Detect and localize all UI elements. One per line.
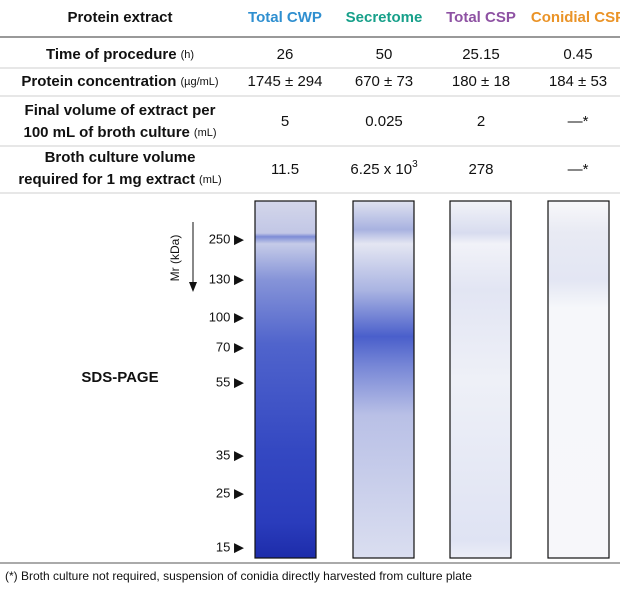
gel-lane (352, 200, 415, 559)
cell-value: 180 ± 18 (452, 73, 510, 90)
cell-value: 50 (376, 46, 393, 63)
row-label: Final volume of extract per (25, 102, 216, 119)
cell-value: 184 ± 53 (549, 73, 607, 90)
marker-label: 70 ▶ (216, 339, 244, 354)
row-label: Protein concentration (µg/mL) (21, 73, 218, 90)
cell-value-text: 1745 ± 294 (248, 73, 323, 90)
row-label: 100 mL of broth culture (mL) (23, 124, 216, 141)
gel-lane (547, 200, 610, 559)
cell-value-text: 0.025 (365, 113, 403, 130)
cell-value: —* (568, 113, 589, 130)
cell-superscript: 3 (412, 159, 418, 170)
row-label: Broth culture volume (45, 149, 196, 166)
cell-value-text: —* (568, 161, 589, 178)
gel-lane (254, 200, 317, 559)
cell-value-text: 26 (277, 46, 294, 63)
cell-value-text: 6.25 x 10 (350, 161, 412, 178)
row-label-text: Broth culture volume (45, 149, 196, 166)
cell-value-text: 0.45 (563, 46, 592, 63)
cell-value-text: —* (568, 113, 589, 130)
marker-label: 130 ▶ (209, 271, 244, 286)
gel-lane (449, 200, 512, 559)
marker-label: 35 ▶ (216, 447, 244, 462)
row-label-unit: (µg/mL) (180, 76, 218, 88)
cell-value-text: 5 (281, 113, 289, 130)
cell-value-text: 670 ± 73 (355, 73, 413, 90)
footnote: (*) Broth culture not required, suspensi… (5, 569, 472, 583)
gel-label: SDS-PAGE (81, 369, 158, 386)
cell-value-text: 278 (468, 161, 493, 178)
cell-value: 670 ± 73 (355, 73, 413, 90)
cell-value: 26 (277, 46, 294, 63)
cell-value: 0.025 (365, 113, 403, 130)
marker-label: 250 ▶ (209, 231, 244, 246)
row-label: Time of procedure (h) (46, 46, 194, 63)
cell-value: 25.15 (462, 46, 500, 63)
cell-value: 278 (468, 161, 493, 178)
cell-value: 0.45 (563, 46, 592, 63)
row-label-text: required for 1 mg extract (18, 171, 195, 188)
row-label-text: Final volume of extract per (25, 102, 216, 119)
row-label-unit: (mL) (194, 127, 217, 139)
cell-value: 5 (281, 113, 289, 130)
marker-label: 55 ▶ (216, 374, 244, 389)
gel-axis-label: Mr (kDa) (168, 235, 182, 282)
row-label: required for 1 mg extract (mL) (18, 171, 221, 188)
row-label-text: 100 mL of broth culture (23, 124, 189, 141)
row-label-text: Protein concentration (21, 73, 176, 90)
cell-value: 6.25 x 103 (350, 159, 418, 178)
cell-value: 11.5 (271, 161, 299, 178)
column-header: Conidial CSP (531, 9, 620, 26)
cell-value-text: 25.15 (462, 46, 500, 63)
cell-value-text: 11.5 (271, 161, 299, 178)
row-label-text: Time of procedure (46, 46, 177, 63)
column-header: Secretome (346, 9, 423, 26)
marker-label: 25 ▶ (216, 485, 244, 500)
cell-value-text: 50 (376, 46, 393, 63)
table: Protein extract (*) Broth culture not re… (0, 9, 620, 583)
cell-value-text: 184 ± 53 (549, 73, 607, 90)
cell-value-text: 180 ± 18 (452, 73, 510, 90)
cell-value: 1745 ± 294 (248, 73, 323, 90)
row-label-unit: (mL) (199, 174, 222, 186)
row-label-unit: (h) (181, 49, 194, 61)
header-label: Protein extract (67, 9, 172, 26)
cell-value: —* (568, 161, 589, 178)
marker-label: 15 ▶ (216, 539, 244, 554)
cell-value-text: 2 (477, 113, 485, 130)
column-header: Total CWP (248, 9, 322, 26)
column-header: Total CSP (446, 9, 516, 26)
marker-label: 100 ▶ (209, 309, 244, 324)
cell-value: 2 (477, 113, 485, 130)
axis-arrow-head (189, 282, 197, 292)
